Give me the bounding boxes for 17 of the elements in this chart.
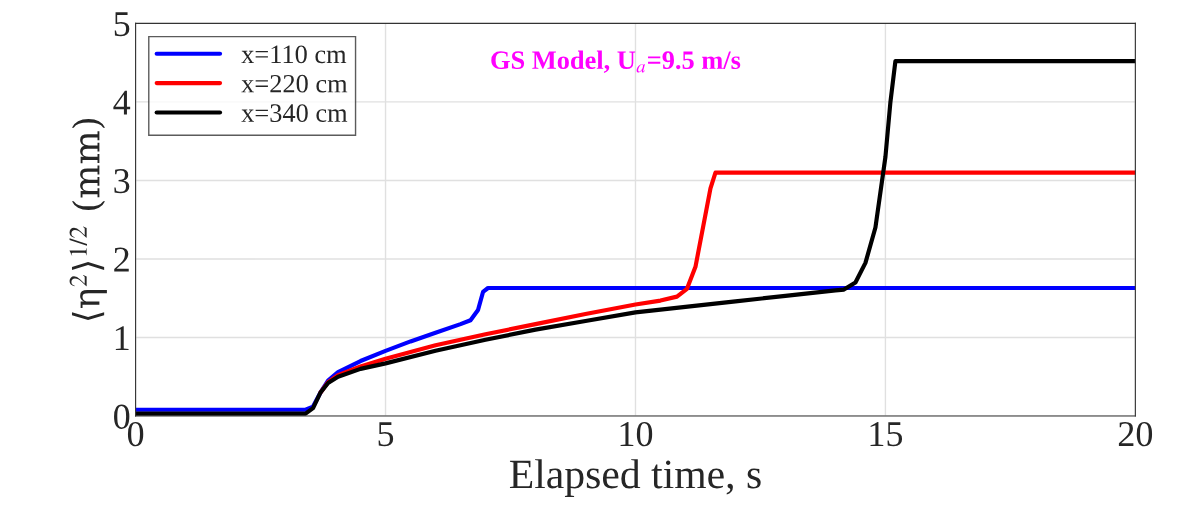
line-series xyxy=(135,285,1136,412)
x-tick-label: 5 xyxy=(378,422,394,447)
y-tick-label: 0 xyxy=(114,404,130,429)
x-tick-label: 15 xyxy=(870,422,903,447)
legend-label: x=340 cm xyxy=(241,104,348,122)
x-axis-title: Elapsed time, s xyxy=(509,459,761,497)
x-tick-label: 20 xyxy=(1118,421,1153,447)
y-tick-label: 1 xyxy=(115,326,129,351)
y-axis-title: ⟨η$^{2}$⟩$^{1/2}$ (mm) xyxy=(69,119,107,321)
legend-label: x=110 cm xyxy=(241,45,347,64)
legend-label: x=220 cm xyxy=(241,74,348,93)
y-tick-label: 5 xyxy=(114,12,130,37)
y-tick-label: 3 xyxy=(114,169,130,194)
x-tick-label: 10 xyxy=(620,421,653,447)
text: GS Model, U$_{a}$=9.5 m/s xyxy=(491,50,741,73)
y-tick-label: 4 xyxy=(113,90,131,115)
y-tick-label: 2 xyxy=(114,247,129,272)
